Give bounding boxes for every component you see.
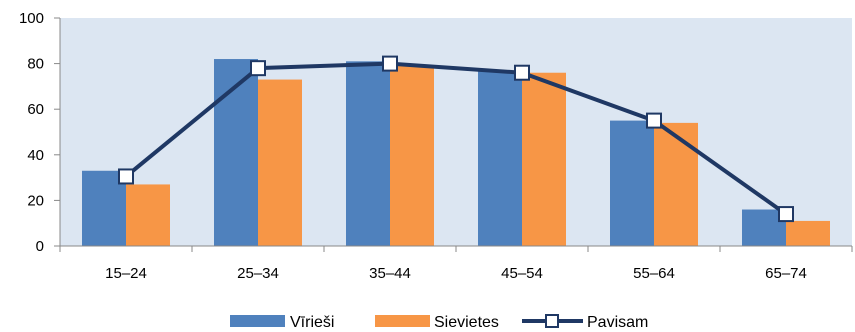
x-ticks: 15–24 25–34 35–44 45–54 55–64 65–74 <box>59 246 853 282</box>
bar-sievietes-5 <box>786 220 830 246</box>
bar-sievietes-4 <box>654 122 698 246</box>
bar-sievietes-0 <box>126 184 170 246</box>
bar-sievietes-3 <box>522 72 566 246</box>
y-tick-label-2: 40 <box>27 147 44 164</box>
legend-swatch-virriesi <box>230 315 285 327</box>
y-tick-label-1: 20 <box>27 192 44 209</box>
bar-sievietes-1 <box>258 79 302 246</box>
point-pavisam-5 <box>778 206 794 223</box>
y-tick-label-5: 100 <box>19 10 44 27</box>
x-tick-label-1: 25–34 <box>237 265 279 282</box>
x-tick-label-2: 35–44 <box>369 265 411 282</box>
line-pavisam <box>124 61 788 216</box>
x-tick-label-5: 65–74 <box>765 265 807 282</box>
legend-swatch-sievietes <box>375 315 430 327</box>
point-pavisam-0 <box>118 168 134 185</box>
point-pavisam-4 <box>646 112 662 129</box>
bar-virriesi-3 <box>478 70 522 246</box>
legend-label-pavisam: Pavisam <box>587 314 648 331</box>
x-tick-label-0: 15–24 <box>105 265 147 282</box>
point-pavisam-1 <box>250 60 266 77</box>
y-tick-label-0: 0 <box>36 238 44 255</box>
x-tick-label-3: 45–54 <box>501 265 543 282</box>
point-pavisam-2 <box>382 55 398 72</box>
x-tick-label-4: 55–64 <box>633 265 675 282</box>
legend-label-virriesi: Vīrieši <box>290 314 334 331</box>
legend-marker-pavisam <box>545 314 559 328</box>
plot-area <box>60 18 852 246</box>
point-pavisam-3 <box>514 64 530 81</box>
bar-virriesi-2 <box>346 61 390 246</box>
y-tick-label-4: 80 <box>27 56 44 73</box>
y-tick-label-3: 60 <box>27 101 44 118</box>
bar-sievietes-2 <box>390 65 434 246</box>
legend-label-sievietes: Sievietes <box>434 314 499 331</box>
y-ticks: 0 20 40 60 80 100 <box>19 10 60 255</box>
legend: Vīrieši Sievietes Pavisam <box>230 314 648 331</box>
bar-virriesi-4 <box>610 120 654 246</box>
line-layer <box>118 55 794 223</box>
bar-virriesi-1 <box>214 59 258 246</box>
